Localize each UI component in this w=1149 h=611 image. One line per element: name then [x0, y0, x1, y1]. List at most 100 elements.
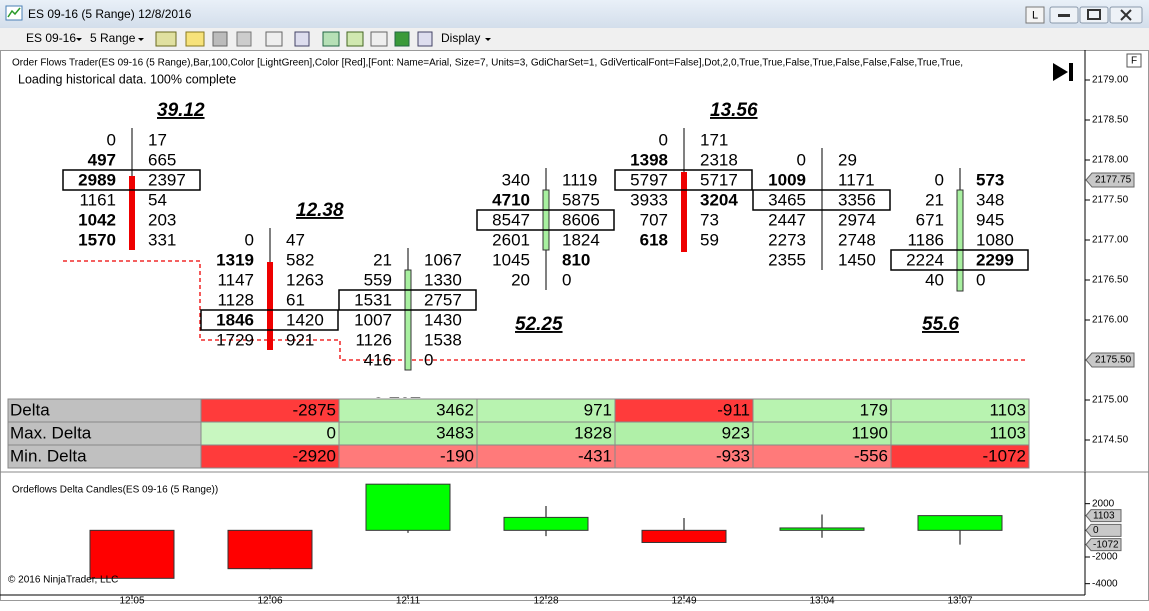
- ask-volume: 1330: [424, 270, 462, 289]
- bar-label: 2,707: [371, 395, 421, 416]
- draw-button[interactable]: [185, 31, 205, 47]
- bar-body: [542, 189, 550, 251]
- dropdown-arrow: [485, 38, 491, 41]
- interval-selector[interactable]: 5 Range: [90, 31, 136, 45]
- price-tick-label: 2179.00: [1092, 75, 1129, 86]
- table-cell: [200, 421, 340, 446]
- ask-volume: 0: [424, 350, 433, 369]
- cursor-button[interactable]: [265, 31, 283, 47]
- bid-volume: 2601: [492, 230, 530, 249]
- time-label: 13:07: [947, 596, 972, 607]
- bid-volume: 1531: [354, 290, 392, 309]
- bid-volume: 1846: [216, 310, 254, 329]
- bid-volume: 1007: [354, 310, 392, 329]
- link-button[interactable]: [1025, 6, 1045, 24]
- candle-body: [227, 529, 313, 570]
- ask-volume: 8606: [562, 210, 600, 229]
- table-value: 971: [584, 400, 612, 419]
- bar-label: 39.12: [157, 100, 205, 121]
- ask-volume: 945: [976, 210, 1004, 229]
- footprint-pane: 0 17 497 665 2989 2397 1161 54 1042 203 1570 331 39.…: [62, 100, 1029, 416]
- table-value: 1190: [851, 423, 888, 442]
- ask-volume: 1538: [424, 330, 462, 349]
- poc-box: [200, 309, 339, 331]
- dropdown-arrow: [138, 38, 144, 41]
- zoom-button[interactable]: [294, 31, 310, 47]
- dollar-button[interactable]: [394, 31, 410, 47]
- bid-volume: 1045: [492, 250, 530, 269]
- table-value: -1072: [983, 446, 1026, 465]
- bid-volume: 2224: [906, 250, 944, 269]
- status-text: Loading historical data. 100% complete: [18, 72, 236, 86]
- close-icon: [1120, 9, 1132, 21]
- candle-body: [917, 515, 1003, 531]
- indicator-button[interactable]: [346, 31, 364, 47]
- bid-volume: 20: [511, 270, 530, 289]
- delta-marker-label: -1072: [1093, 539, 1119, 550]
- bid-volume: 559: [364, 270, 392, 289]
- ask-volume: 331: [148, 230, 176, 249]
- ask-volume: 1420: [286, 310, 324, 329]
- bid-volume: 5797: [630, 170, 668, 189]
- table-value: 1828: [574, 423, 612, 442]
- ask-volume: 810: [562, 250, 590, 269]
- bid-volume: 21: [925, 190, 944, 209]
- ask-volume: 61: [286, 290, 305, 309]
- ask-volume: 582: [286, 250, 314, 269]
- ask-volume: 59: [700, 230, 719, 249]
- ask-volume: 2318: [700, 150, 738, 169]
- bid-volume: 1186: [907, 230, 944, 249]
- table-value: -2920: [293, 446, 336, 465]
- bid-volume: 340: [502, 170, 530, 189]
- app-icon-graph: [7, 7, 21, 18]
- panel-button[interactable]: [1126, 53, 1142, 68]
- toolbar: [0, 28, 1149, 50]
- bid-volume: 707: [640, 210, 668, 229]
- candle-body: [365, 483, 451, 531]
- bar-body: [404, 269, 412, 371]
- ask-volume: 3356: [838, 190, 876, 209]
- poc-box: [338, 289, 477, 311]
- bar-body: [267, 262, 273, 350]
- ask-volume: 2757: [424, 290, 462, 309]
- table-value: 923: [722, 423, 750, 442]
- ask-volume: 2397: [148, 170, 186, 189]
- table-value: 179: [860, 400, 888, 419]
- ask-volume: 3204: [700, 190, 738, 209]
- table-value: 3462: [436, 400, 474, 419]
- price-marker: [1085, 172, 1135, 188]
- delta-marker: [1085, 538, 1122, 552]
- minimize-icon: [1058, 14, 1070, 17]
- window-title: ES 09-16 (5 Range) 12/8/2016: [28, 7, 192, 21]
- bid-volume: 416: [364, 350, 392, 369]
- display-menu[interactable]: Display: [441, 31, 480, 45]
- ask-volume: 1824: [562, 230, 600, 249]
- time-label: 13:04: [809, 596, 834, 607]
- table-value: -556: [854, 446, 888, 465]
- ask-volume: 921: [286, 330, 314, 349]
- ask-volume: 1450: [838, 250, 876, 269]
- play-icon[interactable]: [1053, 63, 1068, 81]
- bid-volume: 1147: [217, 270, 254, 289]
- bar-label: 55.6: [922, 314, 959, 335]
- ask-volume: 1171: [838, 170, 875, 189]
- bid-volume: 0: [935, 170, 944, 189]
- bid-volume: 1570: [78, 230, 116, 249]
- bar-style-button[interactable]: [155, 31, 177, 47]
- poc-box: [752, 189, 891, 211]
- tool-button[interactable]: [212, 31, 228, 47]
- instrument-selector[interactable]: ES 09-16: [26, 31, 76, 45]
- price-marker-label: 2177.75: [1095, 175, 1132, 186]
- price-tick-label: 2178.00: [1092, 155, 1129, 166]
- chart-button[interactable]: [322, 31, 340, 47]
- poc-box: [614, 169, 753, 191]
- maximize-icon: [1087, 9, 1101, 20]
- bid-volume: 0: [107, 130, 116, 149]
- ask-volume: 73: [700, 210, 719, 229]
- tool-button[interactable]: [236, 31, 252, 47]
- bid-volume: 0: [659, 130, 668, 149]
- strategy-button[interactable]: [370, 31, 388, 47]
- ask-volume: 0: [976, 270, 985, 289]
- properties-button[interactable]: [417, 31, 433, 47]
